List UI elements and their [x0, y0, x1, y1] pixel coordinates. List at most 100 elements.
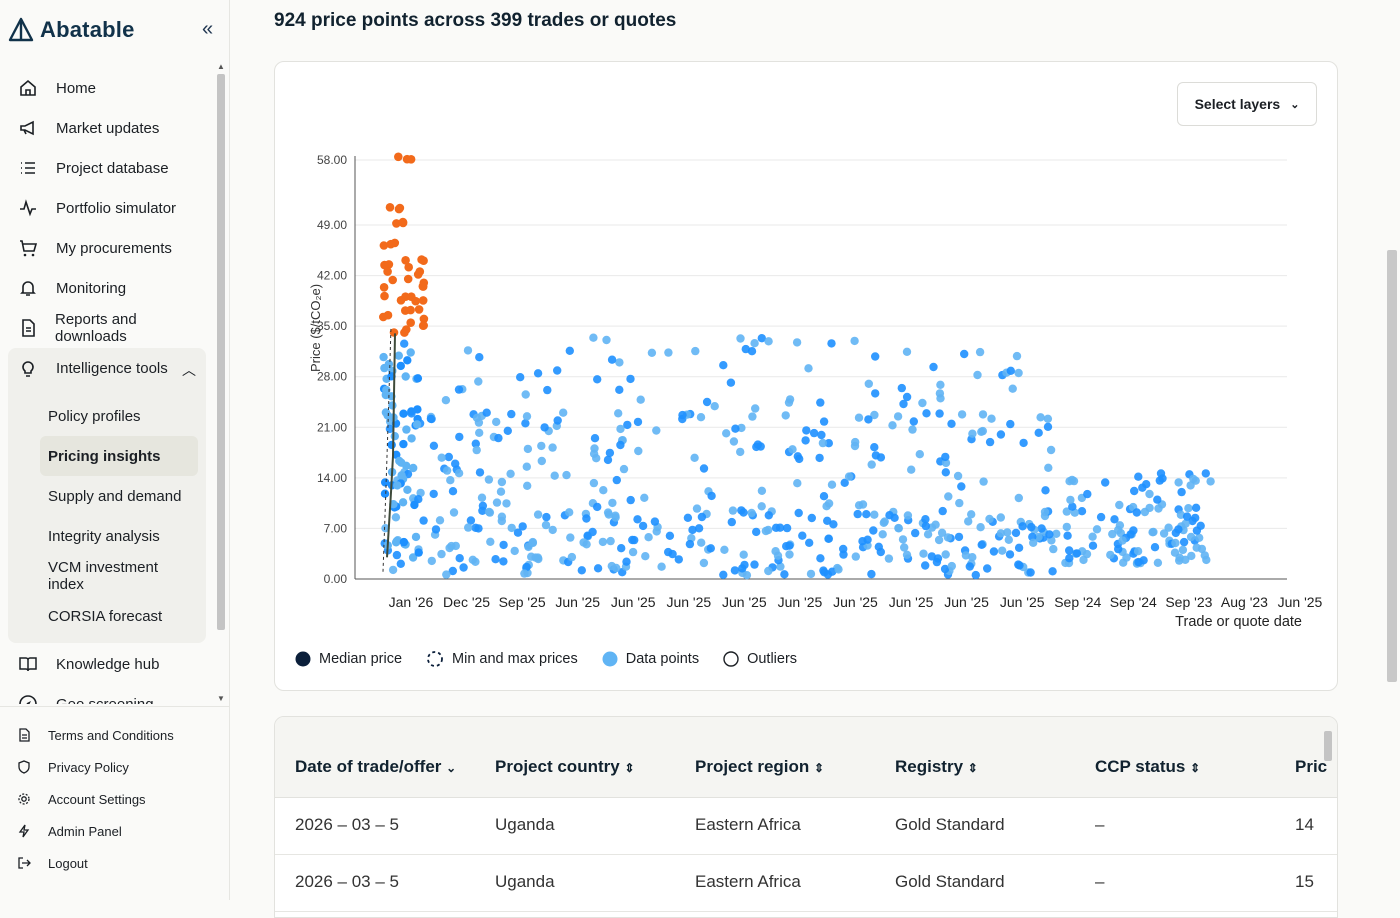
- data-point: [785, 550, 794, 559]
- collapse-sidebar-icon[interactable]: «: [202, 18, 214, 40]
- sub-item-integrity-analysis[interactable]: Integrity analysis: [40, 516, 198, 556]
- data-point: [567, 552, 577, 562]
- col-project-country[interactable]: Project country ⇕: [495, 757, 635, 777]
- legend-outliers[interactable]: Outliers: [723, 650, 797, 668]
- legend-data-points[interactable]: Data points: [602, 650, 699, 668]
- sidebar-scroll-thumb[interactable]: [217, 74, 225, 630]
- data-point: [795, 454, 804, 464]
- nav-item-monitoring[interactable]: Monitoring: [8, 268, 206, 308]
- x-tick-label: Dec '25: [443, 594, 490, 610]
- sub-item-policy-profiles[interactable]: Policy profiles: [40, 396, 198, 436]
- data-point: [540, 423, 549, 432]
- data-point: [747, 508, 756, 518]
- nav-item-market-updates[interactable]: Market updates: [8, 108, 206, 148]
- data-point: [403, 356, 412, 365]
- data-point: [513, 528, 523, 537]
- data-point: [757, 502, 766, 511]
- data-point: [426, 414, 436, 423]
- footer-admin-panel[interactable]: Admin Panel: [0, 815, 229, 847]
- data-point: [750, 560, 759, 569]
- col-price[interactable]: Pric: [1295, 757, 1327, 777]
- col-ccp-status[interactable]: CCP status ⇕: [1095, 757, 1200, 777]
- footer-logout[interactable]: Logout: [0, 847, 229, 879]
- sidebar-scrollbar[interactable]: ▲ ▼: [214, 60, 229, 706]
- data-point: [1174, 478, 1183, 487]
- data-point: [499, 557, 508, 566]
- data-point: [381, 478, 390, 487]
- data-point: [1108, 529, 1117, 539]
- legend-median[interactable]: Median price: [295, 650, 402, 668]
- sub-item-vcm-investment-index[interactable]: VCM investment index: [40, 556, 198, 596]
- page-scroll-thumb[interactable]: [1387, 250, 1397, 682]
- data-point: [977, 540, 986, 549]
- data-point: [854, 413, 864, 422]
- nav-item-knowledge-hub[interactable]: Knowledge hub: [8, 644, 206, 684]
- sub-item-corsia-forecast[interactable]: CORSIA forecast: [40, 596, 198, 636]
- nav-item-my-procurements[interactable]: My procurements: [8, 228, 206, 268]
- col-date-of-trade[interactable]: Date of trade/offer ⌄: [295, 757, 456, 777]
- footer-account-settings[interactable]: Account Settings: [0, 783, 229, 815]
- page-scrollbar[interactable]: [1385, 0, 1400, 900]
- data-point: [870, 510, 879, 519]
- footer-terms[interactable]: Terms and Conditions: [0, 719, 229, 751]
- data-point: [899, 399, 908, 409]
- data-point: [923, 530, 933, 539]
- nav-item-reports-and-downloads[interactable]: Reports and downloads: [8, 308, 206, 348]
- scroll-down-icon[interactable]: ▼: [217, 694, 225, 703]
- nav-item-home[interactable]: Home: [8, 68, 206, 108]
- data-point: [878, 530, 887, 539]
- data-point: [773, 551, 783, 560]
- data-point: [898, 535, 908, 544]
- legend-minmax[interactable]: Min and max prices: [426, 650, 578, 668]
- data-point: [1114, 544, 1123, 554]
- minmax-line: [382, 326, 392, 572]
- table-row[interactable]: 2026 – 03 – 5 Uganda Eastern Africa Gold…: [275, 855, 1337, 912]
- footer-privacy[interactable]: Privacy Policy: [0, 751, 229, 783]
- data-point: [475, 353, 484, 362]
- data-point: [820, 568, 829, 577]
- table-scrollbar[interactable]: [1321, 717, 1335, 917]
- col-project-region[interactable]: Project region ⇕: [695, 757, 824, 777]
- data-point: [674, 555, 683, 564]
- y-tick-label: 58.00: [317, 153, 347, 167]
- nav-item-portfolio-simulator[interactable]: Portfolio simulator: [8, 188, 206, 228]
- select-layers-button[interactable]: Select layers ⌄: [1177, 82, 1317, 126]
- brand-logo[interactable]: Abatable: [8, 14, 135, 46]
- data-point: [491, 555, 500, 564]
- data-point: [782, 542, 791, 551]
- nav-item-geo-screening[interactable]: Geo screening: [8, 684, 206, 704]
- column-label: Date of trade/offer: [295, 757, 442, 776]
- data-point: [1006, 366, 1015, 375]
- outlier-point: [414, 305, 424, 314]
- minmax-marker-icon: [427, 651, 443, 667]
- price-scatter-chart[interactable]: 0.00 7.00 14.00 21.00 28.00 35.00 42.00 49.00 58…: [275, 62, 1337, 642]
- col-registry[interactable]: Registry ⇕: [895, 757, 978, 777]
- data-point: [840, 478, 849, 487]
- data-point: [731, 424, 740, 433]
- data-point: [839, 544, 848, 554]
- data-point: [719, 361, 728, 370]
- data-point: [888, 421, 897, 430]
- data-point: [1186, 481, 1195, 490]
- table-scroll-thumb[interactable]: [1324, 731, 1332, 761]
- x-tick-label: Jun '25: [944, 594, 989, 610]
- data-point: [454, 385, 464, 394]
- nav-item-project-database[interactable]: Project database: [8, 148, 206, 188]
- scroll-up-icon[interactable]: ▲: [217, 62, 225, 71]
- data-point: [626, 495, 635, 505]
- cell-ccp: –: [1095, 815, 1105, 834]
- sub-item-pricing-insights[interactable]: Pricing insights: [40, 436, 198, 476]
- data-point: [499, 540, 508, 550]
- cell-country: Uganda: [495, 872, 555, 891]
- table-row[interactable]: 2026 – 03 – 5 Uganda Eastern Africa Gold…: [275, 798, 1337, 855]
- data-point: [921, 521, 931, 531]
- data-point: [1066, 495, 1075, 505]
- legend-label: Data points: [625, 651, 700, 667]
- data-point: [548, 443, 557, 452]
- outlier-point: [380, 291, 389, 301]
- nav-item-intelligence-tools[interactable]: Intelligence tools ︿: [8, 348, 206, 388]
- data-point: [474, 524, 483, 533]
- data-point: [751, 404, 760, 413]
- data-point: [818, 438, 828, 448]
- sub-item-supply-and-demand[interactable]: Supply and demand: [40, 476, 198, 516]
